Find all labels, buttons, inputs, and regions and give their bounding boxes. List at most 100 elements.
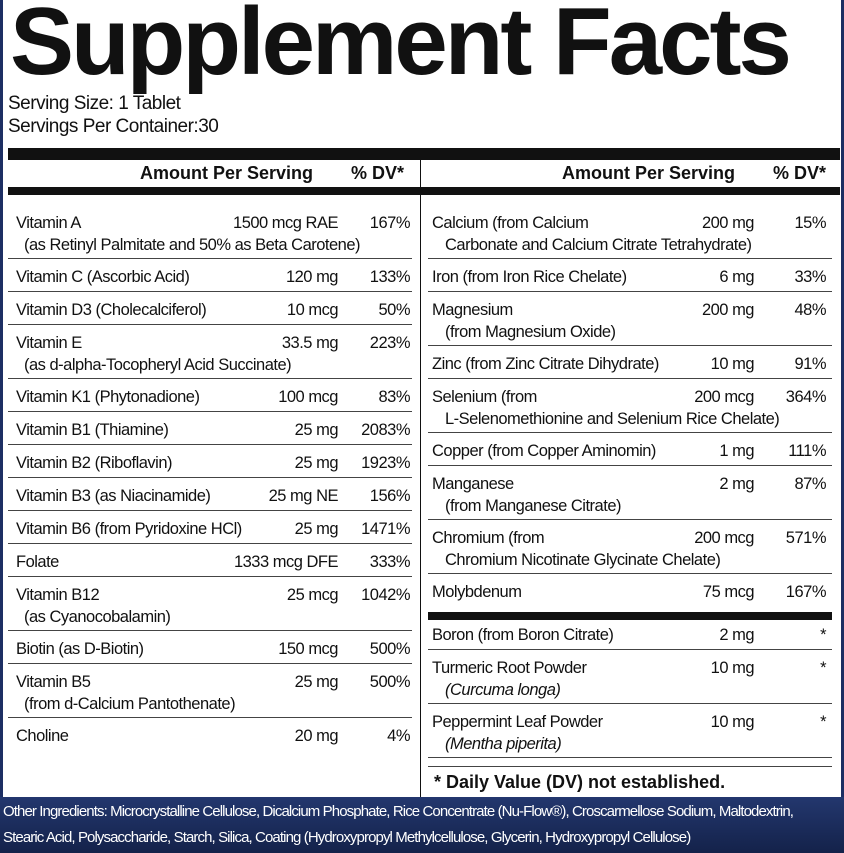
nutrient-amount: 100 mcg [278, 388, 338, 406]
nutrient-row: Folate 1333 mcg DFE 333% [8, 544, 412, 577]
nutrient-source: Chromium Nicotinate Glycinate Chelate) [445, 551, 721, 569]
nutrient-row: Vitamin D3 (Cholecalciferol) 10 mcg 50% [8, 292, 412, 325]
nutrient-name: Chromium (from [432, 529, 545, 547]
nutrient-amount: 33.5 mg [281, 334, 339, 352]
nutrient-row: Magnesium 200 mg 48% (from Magnesium Oxide) [428, 292, 832, 346]
nutrient-name: Biotin (as D-Biotin) [16, 640, 144, 658]
nutrient-source: (as d-alpha-Tocopheryl Acid Succinate) [24, 356, 292, 374]
nutrient-amount: 20 mg [294, 727, 339, 745]
nutrient-name: Vitamin C (Ascorbic Acid) [16, 268, 190, 286]
nutrient-row: Vitamin B12 25 mcg 1042% (as Cyanocobalamin… [8, 577, 412, 631]
nutrient-dv: 500% [369, 640, 411, 658]
nutrient-row: Vitamin B5 25 mg 500% (from d-Calcium Panto… [8, 664, 412, 718]
nutrient-dv: 4% [387, 727, 410, 745]
footnote-divider [428, 766, 832, 767]
nutrient-name: Boron (from Boron Citrate) [432, 626, 614, 644]
nutrient-row: Vitamin B2 (Riboflavin) 25 mg 1923% [8, 445, 412, 478]
right-dv-header: % DV* [773, 163, 827, 183]
nutrient-name: Choline [16, 727, 69, 745]
nutrient-dv: 2083% [361, 421, 410, 439]
nutrient-row: Vitamin B1 (Thiamine) 25 mg 2083% [8, 412, 412, 445]
nutrient-main-line: Boron (from Boron Citrate) 2 mg * [432, 625, 827, 645]
nutrient-source: (as Retinyl Palmitate and 50% as Beta Ca… [24, 236, 361, 254]
nutrient-amount: 1500 mcg RAE [233, 214, 338, 232]
nutrient-main-line: Molybdenum 75 mcg 167% [432, 582, 827, 602]
nutrient-name: Peppermint Leaf Powder [432, 713, 603, 731]
nutrient-row: Vitamin B6 (from Pyridoxine HCl) 25 mg 147… [8, 511, 412, 544]
nutrient-amount: 200 mg [701, 214, 755, 232]
thick-divider-other [428, 612, 832, 620]
nutrient-main-line: Vitamin D3 (Cholecalciferol) 10 mcg 50% [16, 300, 411, 320]
nutrient-row: Calcium (from Calcium 200 mg 15% Carbonate … [428, 205, 832, 259]
nutrient-main-line: Folate 1333 mcg DFE 333% [16, 552, 411, 572]
nutrient-amount: 75 mcg [702, 583, 755, 601]
nutrient-main-line: Vitamin K1 (Phytonadione) 100 mcg 83% [16, 387, 411, 407]
daily-value-footnote: * Daily Value (DV) not established. [434, 772, 726, 792]
nutrient-dv: 223% [369, 334, 411, 352]
nutrient-name: Zinc (from Zinc Citrate Dihydrate) [432, 355, 659, 373]
nutrient-row: Copper (from Copper Aminomin) 1 mg 111% [428, 433, 832, 466]
nutrient-amount: 1 mg [719, 442, 754, 460]
nutrient-name: Vitamin B3 (as Niacinamide) [16, 487, 211, 505]
other-ingredients: Other Ingredients: Microcrystalline Cell… [0, 797, 844, 853]
nutrient-dv: 167% [369, 214, 411, 232]
nutrient-amount: 6 mg [719, 268, 754, 286]
nutrient-dv: 1923% [361, 454, 410, 472]
nutrient-dv: 333% [369, 553, 411, 571]
nutrient-row: Choline 20 mg 4% [8, 718, 412, 751]
nutrient-source: Carbonate and Calcium Citrate Tetrahydra… [445, 236, 752, 254]
nutrient-name: Vitamin B12 [16, 586, 100, 604]
nutrient-row: Manganese 2 mg 87% (from Manganese Citrate) [428, 466, 832, 520]
nutrient-dv: 571% [785, 529, 827, 547]
nutrient-dv: 1042% [361, 586, 410, 604]
nutrient-main-line: Calcium (from Calcium 200 mg 15% [432, 213, 827, 233]
nutrient-main-line: Turmeric Root Powder 10 mg * [432, 658, 827, 678]
nutrient-source: (as Cyanocobalamin) [24, 608, 171, 626]
nutrient-amount: 10 mg [710, 659, 755, 677]
nutrient-main-line: Iron (from Iron Rice Chelate) 6 mg 33% [432, 267, 827, 287]
nutrient-name: Manganese [432, 475, 514, 493]
nutrient-main-line: Vitamin B5 25 mg 500% [16, 672, 411, 692]
nutrient-dv: 83% [378, 388, 410, 406]
nutrient-amount: 25 mg [294, 454, 339, 472]
nutrient-amount: 150 mcg [278, 640, 338, 658]
nutrient-main-line: Zinc (from Zinc Citrate Dihydrate) 10 mg 9… [432, 354, 827, 374]
nutrient-row: Zinc (from Zinc Citrate Dihydrate) 10 mg 9… [428, 346, 832, 379]
nutrient-main-line: Magnesium 200 mg 48% [432, 300, 827, 320]
left-amount-header: Amount Per Serving [140, 163, 314, 183]
nutrient-main-line: Vitamin C (Ascorbic Acid) 120 mg 133% [16, 267, 411, 287]
nutrient-main-line: Vitamin A 1500 mcg RAE 167% [16, 213, 411, 233]
nutrient-name: Molybdenum [432, 583, 522, 601]
nutrient-dv: 50% [378, 301, 410, 319]
nutrient-row: Iron (from Iron Rice Chelate) 6 mg 33% [428, 259, 832, 292]
nutrient-amount: 1333 mcg DFE [233, 553, 339, 571]
nutrient-main-line: Vitamin B2 (Riboflavin) 25 mg 1923% [16, 453, 411, 473]
nutrient-dv: 133% [369, 268, 411, 286]
nutrient-dv: 500% [369, 673, 411, 691]
nutrient-main-line: Vitamin B12 25 mcg 1042% [16, 585, 411, 605]
nutrient-dv: 48% [794, 301, 826, 319]
nutrient-dv: * [820, 659, 826, 677]
nutrient-dv: 33% [794, 268, 826, 286]
nutrient-name: Calcium (from Calcium [432, 214, 589, 232]
nutrient-source: L-Selenomethionine and Selenium Rice Che… [445, 410, 780, 428]
nutrient-dv: 87% [794, 475, 826, 493]
nutrient-main-line: Peppermint Leaf Powder 10 mg * [432, 712, 827, 732]
nutrient-amount: 25 mg NE [268, 487, 339, 505]
other-ingredients-line1: Other Ingredients: Microcrystalline Cell… [3, 803, 794, 820]
nutrient-amount: 10 mg [710, 355, 755, 373]
nutrient-name: Turmeric Root Powder [432, 659, 587, 677]
nutrient-row: Boron (from Boron Citrate) 2 mg * [428, 617, 832, 650]
nutrient-dv: 15% [794, 214, 826, 232]
servings-per-container: Servings Per Container:30 [8, 116, 219, 137]
left-dv-header: % DV* [351, 163, 405, 183]
nutrient-dv: * [820, 626, 826, 644]
nutrient-main-line: Selenium (from 200 mcg 364% [432, 387, 827, 407]
nutrient-row: Vitamin E 33.5 mg 223% (as d-alpha-Tocopher… [8, 325, 412, 379]
column-divider [420, 160, 421, 798]
nutrient-dv: * [820, 713, 826, 731]
nutrient-name: Vitamin D3 (Cholecalciferol) [16, 301, 207, 319]
nutrient-row: Peppermint Leaf Powder 10 mg * (Mentha pipe… [428, 704, 832, 758]
nutrient-source: (from Manganese Citrate) [445, 497, 622, 515]
nutrient-amount: 10 mcg [286, 301, 339, 319]
